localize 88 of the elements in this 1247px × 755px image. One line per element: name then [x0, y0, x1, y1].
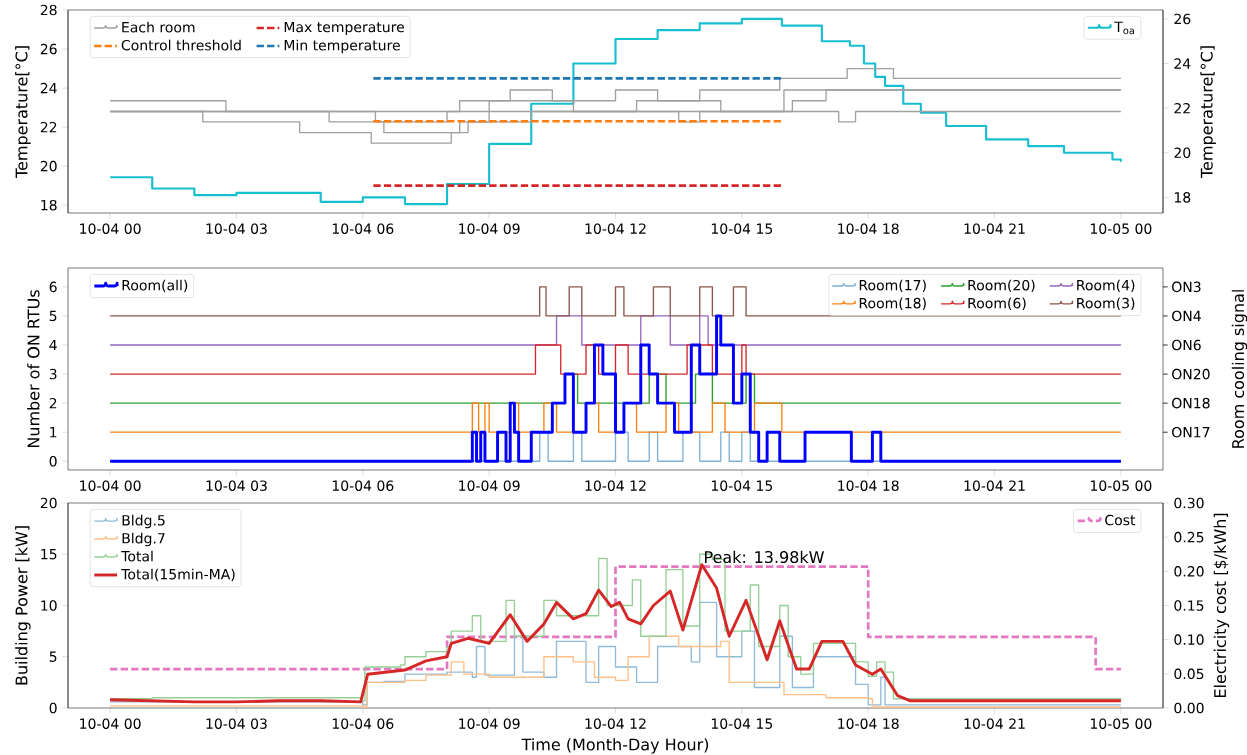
x-tick-label: 10-04 12 [585, 223, 646, 234]
y2-tick-label: 18 [1174, 192, 1191, 203]
y2-tick-label: 22 [1174, 102, 1190, 114]
legend-label: Room(6) [968, 297, 1026, 311]
x-tick-label: 10-04 21 [964, 223, 1025, 234]
legend-label: Each room [122, 21, 195, 33]
legend-label: Min temperature [284, 39, 400, 54]
y-tick-label: 22 [40, 121, 57, 133]
x-tick-label: 10-04 15 [711, 480, 773, 491]
y-tick-label: 4 [49, 339, 57, 351]
y-tick-label: 28 [40, 4, 57, 16]
x-tick-label: 10-04 18 [838, 223, 899, 234]
legend-label: Total [121, 550, 153, 562]
annotation: Peak: 13.98kW [705, 550, 824, 564]
legend-label: Room(3) [1077, 297, 1135, 311]
x-tick-label: 10-04 06 [332, 223, 394, 234]
x-tick-label: 10-04 03 [206, 480, 267, 491]
y2-tick-label: 0.10 [1174, 634, 1204, 645]
x-tick-label: 10-04 06 [332, 480, 394, 491]
y-tick-label: 10 [41, 600, 57, 611]
x-tick-label: 10-04 00 [80, 718, 141, 729]
legend-label: Room(all) [122, 279, 188, 293]
legend-label: Bldg.7 [122, 532, 165, 547]
y-tick-label: 20 [40, 160, 57, 172]
x-tick-label: 10-04 06 [332, 718, 394, 729]
y2-axis-title: Temperature[°C] [1200, 46, 1216, 179]
y-tick-label: 0 [49, 455, 57, 467]
x-axis-title: Time (Month-Day Hour) [521, 738, 709, 754]
legend-label: Room(18) [859, 297, 926, 311]
y-tick-label: 0 [49, 702, 57, 714]
x-tick-label: 10-04 03 [206, 718, 267, 729]
legend-label: Control threshold [121, 39, 241, 51]
y-axis-title: Number of ON RTUs [27, 290, 40, 448]
y2-tick-label: 0.00 [1174, 702, 1204, 714]
y-tick-label: 1 [50, 427, 57, 438]
y2-axis-title: Electricity cost [$/kWh] [1213, 513, 1230, 697]
x-tick-label: 10-04 21 [964, 718, 1025, 729]
y-tick-label: 6 [49, 281, 57, 293]
y-tick-label: 18 [41, 199, 57, 211]
text: ON6 [1172, 339, 1201, 351]
legend-label: T$_{oa}$ [1114, 21, 1134, 35]
x-tick-label: 10-05 00 [1090, 718, 1152, 729]
x-tick-label: 10-04 21 [964, 480, 1025, 491]
y2-axis-title: Room cooling signal [1231, 290, 1247, 448]
x-tick-label: 10-04 09 [459, 480, 520, 491]
legend-label: Bldg.5 [122, 514, 165, 529]
y2-tick-label: 0.25 [1174, 531, 1204, 543]
legend-label: Total(15min-MA) [121, 568, 235, 582]
x-tick-label: 10-04 03 [206, 223, 267, 234]
y-tick-label: 24 [40, 82, 57, 94]
y-axis-title: Building Power [kW] [15, 526, 31, 685]
text: ON20 [1172, 368, 1210, 380]
text: ON4 [1172, 310, 1201, 322]
y2-tick-label: 0.30 [1174, 497, 1204, 509]
x-tick-label: 10-04 18 [838, 480, 899, 491]
y2-tick-label: 20 [1174, 147, 1191, 159]
legend-label: Room(4) [1077, 279, 1135, 293]
y2-tick-label: 26 [1174, 13, 1191, 25]
y-tick-label: 15 [41, 549, 57, 560]
legend-label: Max temperature [284, 21, 404, 36]
text: ON3 [1172, 281, 1201, 293]
x-tick-label: 10-04 15 [711, 223, 773, 234]
y-tick-label: 5 [49, 310, 57, 322]
y-axis-title: Temperature[°C] [15, 46, 31, 179]
legend-label: Room(17) [859, 279, 926, 293]
y-tick-label: 26 [40, 43, 57, 55]
y-tick-label: 20 [40, 497, 57, 509]
y2-tick-label: 0.15 [1174, 600, 1204, 611]
x-tick-label: 10-04 09 [459, 223, 520, 234]
legend-label: Cost [1105, 514, 1136, 526]
y2-tick-label: 24 [1174, 58, 1191, 69]
y2-tick-label: 0.05 [1174, 668, 1204, 680]
legend-label: Room(20) [968, 279, 1035, 293]
x-tick-label: 10-04 00 [80, 223, 141, 234]
y-tick-label: 2 [49, 397, 57, 409]
y-tick-label: 5 [49, 651, 57, 662]
y2-tick-label: 0.20 [1174, 566, 1204, 577]
x-tick-label: 10-04 15 [711, 718, 773, 729]
x-tick-label: 10-05 00 [1090, 223, 1152, 234]
x-tick-label: 10-04 12 [585, 480, 646, 491]
text: ON18 [1172, 397, 1210, 409]
x-tick-label: 10-04 09 [459, 718, 520, 729]
x-tick-label: 10-04 00 [80, 480, 141, 491]
x-tick-label: 10-04 12 [585, 718, 646, 729]
y-tick-label: 3 [49, 368, 57, 380]
text: ON17 [1172, 426, 1210, 438]
x-tick-label: 10-05 00 [1090, 480, 1152, 491]
x-tick-label: 10-04 18 [838, 718, 899, 729]
